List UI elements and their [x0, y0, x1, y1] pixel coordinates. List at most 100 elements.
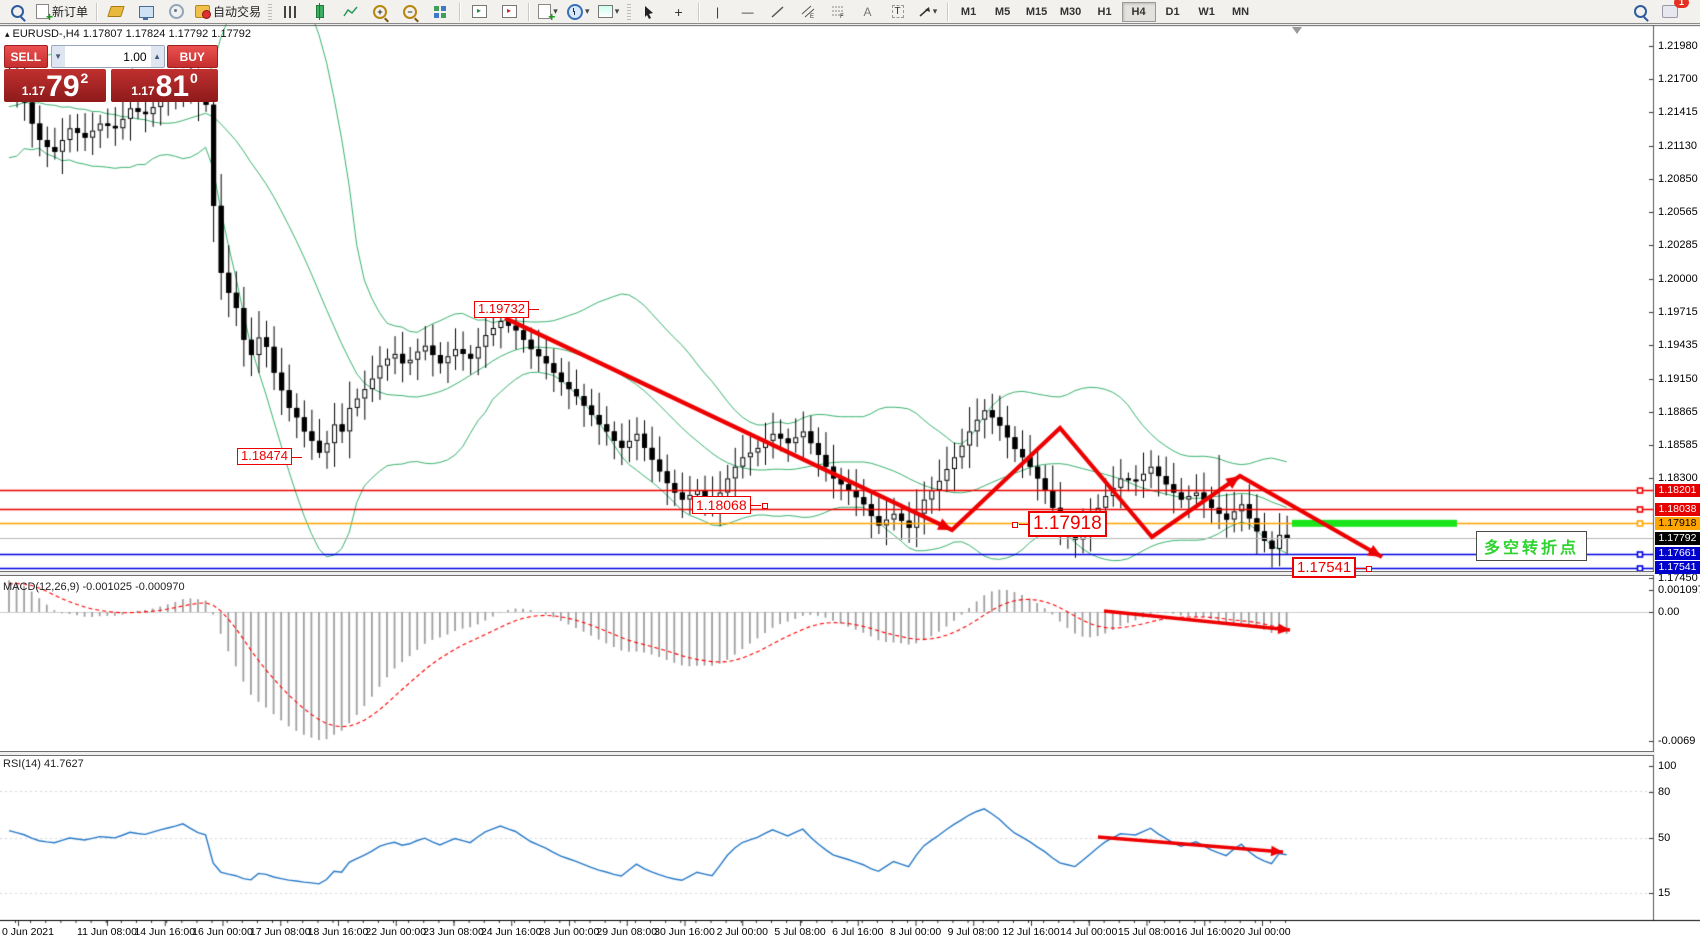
macd-indicator-label: MACD(12,26,9) -0.001025 -0.000970: [3, 581, 185, 593]
search-button[interactable]: [1626, 1, 1654, 23]
chart-shift-marker-icon[interactable]: [1292, 27, 1302, 34]
toolbar-separator: [459, 2, 461, 21]
autotrading-label: 自动交易: [213, 5, 262, 19]
price-axis-label: 1.18865: [1658, 406, 1698, 419]
time-axis-label: 28 Jun 00:00: [538, 926, 600, 938]
chart-shift-button[interactable]: ▸: [495, 1, 523, 23]
price-axis-label: 1.20000: [1658, 272, 1698, 285]
crosshair-icon: +: [674, 3, 683, 20]
bar-chart-icon: [283, 5, 297, 18]
time-axis-label: 15 Jul 08:00: [1117, 926, 1176, 938]
toolbar-grip: [268, 3, 273, 20]
note-textbox[interactable]: 多空转折点: [1476, 531, 1588, 561]
toolbar-right-group: 1: [1625, 0, 1692, 23]
price-line-tag[interactable]: 1.18201: [1655, 483, 1700, 497]
indicator-axis-label: 100: [1658, 760, 1677, 772]
time-axis-label: 17 Jun 08:00: [249, 926, 311, 938]
buy-price-display[interactable]: 1.17 81 0: [111, 69, 218, 102]
buy-button[interactable]: BUY: [166, 45, 218, 68]
line-chart-icon: [342, 6, 358, 16]
cursor-tool-button[interactable]: [635, 1, 663, 23]
price-annotation[interactable]: 1.19732: [474, 300, 539, 318]
volume-box: ▼ ▲: [50, 45, 165, 68]
tab-timeframe-h4[interactable]: H4: [1121, 1, 1156, 22]
chat-bubble-icon: [1662, 5, 1678, 18]
buy-price-pip: 0: [190, 70, 198, 86]
crosshair-tool-button[interactable]: +: [665, 1, 693, 23]
indicator-axis-label: 0.001097: [1658, 584, 1700, 596]
vertical-line-tool-button[interactable]: |: [704, 1, 732, 23]
tab-timeframe-m30[interactable]: M30: [1059, 5, 1082, 18]
symbol-marker-icon: ▴: [5, 29, 10, 39]
market-watch-button[interactable]: [102, 1, 130, 23]
indicator-list-icon[interactable]: [3, 1, 31, 23]
trendline-tool-button[interactable]: [764, 1, 792, 23]
data-window-button[interactable]: [132, 1, 160, 23]
tab-timeframe-w1[interactable]: W1: [1198, 5, 1215, 18]
sell-price-display[interactable]: 1.17 79 2: [4, 69, 107, 102]
templates-button[interactable]: ▾: [595, 1, 623, 23]
navigator-button[interactable]: [162, 1, 190, 23]
fibonacci-tool-button[interactable]: F: [824, 1, 852, 23]
time-axis-label: 14 Jun 16:00: [134, 926, 196, 938]
chart-title: ▴ EURUSD-,H4 1.17807 1.17824 1.17792 1.17…: [5, 28, 251, 40]
arrows-tool-button[interactable]: ▾: [914, 1, 942, 23]
volume-input[interactable]: [64, 46, 151, 67]
bar-chart-mode-button[interactable]: [276, 1, 304, 23]
candlestick-mode-button[interactable]: [306, 1, 334, 23]
tab-timeframe-d1[interactable]: D1: [1165, 5, 1180, 18]
signal-icon: [168, 4, 184, 19]
price-axis-label: 1.19715: [1658, 306, 1698, 319]
price-line-tag[interactable]: 1.17918: [1655, 516, 1700, 530]
volume-decrease-button[interactable]: ▼: [51, 46, 65, 67]
horizontal-line-tool-button[interactable]: —: [734, 1, 762, 23]
new-order-button[interactable]: 新订单: [33, 1, 91, 24]
price-annotation[interactable]: 1.18068: [692, 495, 768, 514]
price-line-tag[interactable]: 1.17541: [1655, 561, 1700, 575]
time-axis-label: 29 Jun 08:00: [596, 926, 658, 938]
price-annotation[interactable]: 1.18474: [237, 448, 302, 466]
horizontal-line-icon: —: [741, 4, 754, 19]
text-tool-button[interactable]: A: [854, 1, 882, 23]
price-line-tag[interactable]: 1.17661: [1655, 547, 1700, 561]
tab-timeframe-m1[interactable]: M1: [960, 5, 977, 18]
channel-tool-button[interactable]: E: [794, 1, 822, 23]
pane-separator[interactable]: [0, 751, 1654, 756]
price-axis-label: 1.17450: [1658, 572, 1698, 585]
price-line-tag[interactable]: 1.17792: [1655, 531, 1700, 545]
time-axis-label: 24 Jun 16:00: [480, 926, 542, 938]
indicator-axis-label: 50: [1658, 832, 1671, 844]
periods-button[interactable]: ▾: [564, 1, 593, 23]
tab-timeframe-m15[interactable]: M15: [1025, 5, 1048, 18]
tile-windows-button[interactable]: [426, 1, 454, 23]
price-axis-label: 1.20565: [1658, 206, 1698, 219]
time-axis-label: 2 Jul 00:00: [716, 926, 768, 938]
autotrading-button[interactable]: 自动交易: [192, 1, 264, 23]
notifications-button[interactable]: 1: [1656, 0, 1689, 23]
annotation-connector: [528, 309, 539, 311]
tab-timeframe-h1[interactable]: H1: [1097, 5, 1112, 18]
indicators-button[interactable]: ▾: [534, 1, 562, 24]
auto-scroll-button[interactable]: ▸: [465, 1, 493, 23]
zoom-in-button[interactable]: +: [366, 1, 394, 23]
zoom-out-button[interactable]: −: [396, 1, 424, 23]
time-axis-label: 22 Jun 00:00: [365, 926, 427, 938]
time-axis-label: 18 Jun 16:00: [307, 926, 369, 938]
price-line-tag[interactable]: 1.18038: [1655, 502, 1700, 516]
time-axis-label: 12 Jul 16:00: [1002, 926, 1060, 938]
toolbar-separator: [946, 2, 948, 21]
chevron-down-icon: ▾: [585, 6, 590, 16]
tab-timeframe-m5[interactable]: M5: [994, 5, 1011, 18]
text-label-icon: T: [891, 5, 904, 18]
price-annotation[interactable]: 1.17541: [1292, 557, 1373, 579]
line-chart-mode-button[interactable]: [336, 1, 364, 23]
pane-separator[interactable]: [0, 571, 1654, 576]
volume-increase-button[interactable]: ▲: [150, 46, 164, 67]
main-toolbar: 新订单 自动交易 + − ▸ ▸ ▾ ▾ ▾ + | —: [0, 0, 1700, 24]
text-label-tool-button[interactable]: T: [884, 1, 912, 23]
sell-button[interactable]: SELL: [4, 45, 48, 68]
price-annotation[interactable]: 1.17918: [1012, 510, 1107, 537]
tab-timeframe-mn[interactable]: MN: [1232, 5, 1250, 18]
indicators-icon: [538, 4, 555, 24]
